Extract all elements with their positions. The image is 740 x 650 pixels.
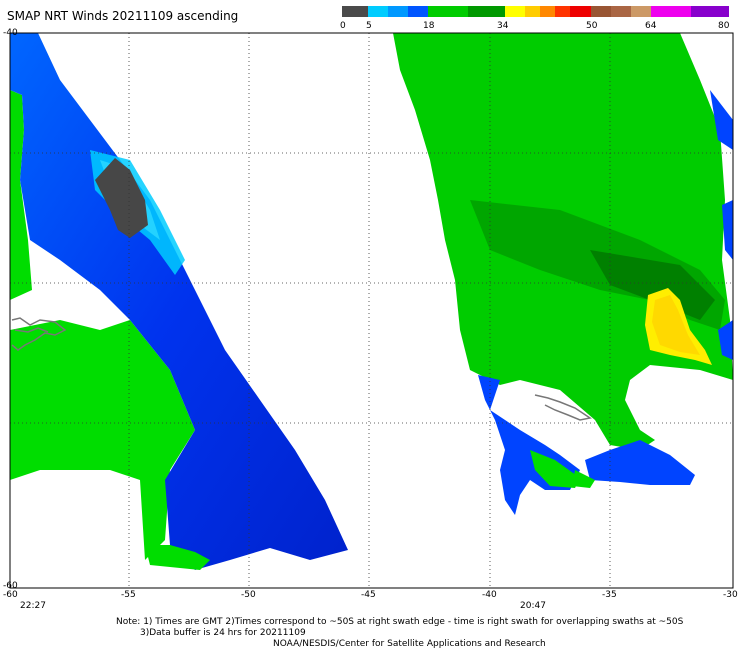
colorbar-label-34: 34 [497, 21, 509, 31]
swath-time-left: 22:27 [20, 601, 46, 611]
swath-time-right: 20:47 [520, 601, 546, 611]
x-tick-minus45: -45 [361, 590, 376, 600]
colorbar [342, 6, 729, 17]
frame-ticks [9, 32, 734, 589]
wind-swaths [10, 33, 733, 570]
colorbar-label-50: 50 [586, 21, 598, 31]
x-tick-minus50: -50 [241, 590, 256, 600]
y-tick-minus60: -60 [3, 581, 18, 591]
x-tick-minus40: -40 [482, 590, 497, 600]
x-tick-minus30: -30 [723, 590, 738, 600]
colorbar-label-0: 0 [340, 21, 346, 31]
note-line-3: NOAA/NESDIS/Center for Satellite Applica… [273, 639, 546, 649]
x-tick-minus60: -60 [3, 590, 18, 600]
note-line-1: Note: 1) Times are GMT 2)Times correspon… [116, 617, 684, 627]
x-tick-minus35: -35 [602, 590, 617, 600]
map-title: SMAP NRT Winds 20211109 ascending [7, 9, 239, 23]
colorbar-label-80: 80 [718, 21, 730, 31]
y-tick-minus40: -40 [3, 28, 18, 38]
x-tick-minus55: -55 [121, 590, 136, 600]
colorbar-label-64: 64 [645, 21, 657, 31]
colorbar-label-5: 5 [366, 21, 372, 31]
colorbar-label-18: 18 [423, 21, 435, 31]
coastlines [11, 317, 592, 421]
note-line-2: 3)Data buffer is 24 hrs for 20211109 [140, 628, 306, 638]
graticule [10, 33, 733, 588]
